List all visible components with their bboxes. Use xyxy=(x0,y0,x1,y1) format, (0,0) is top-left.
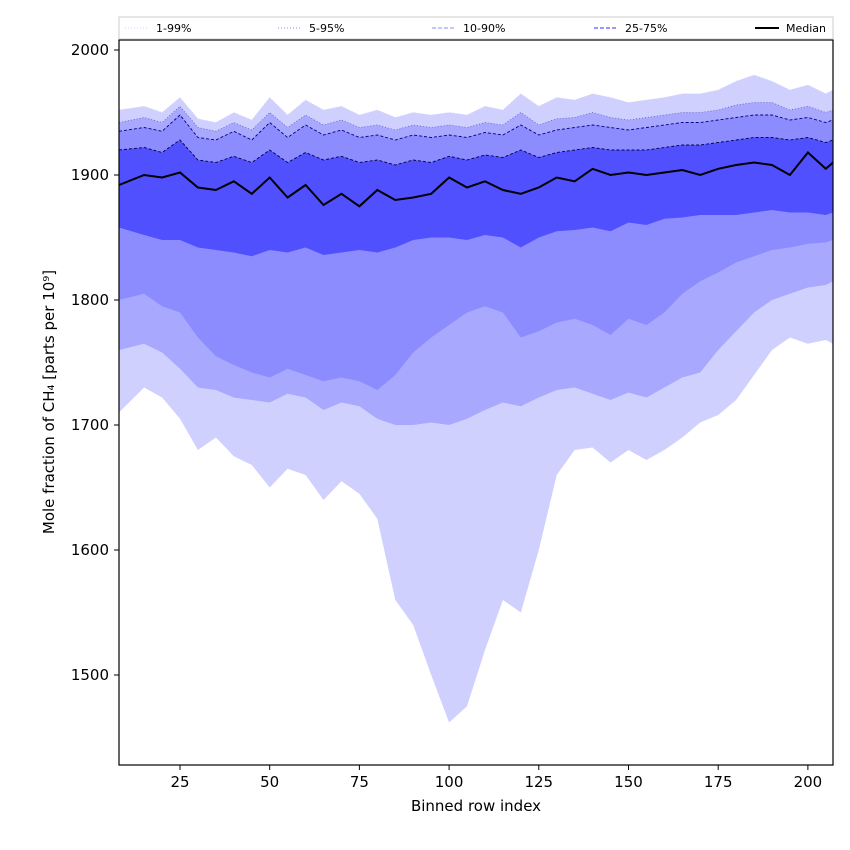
y-tick-label: 1500 xyxy=(71,666,109,684)
y-tick-label: 1900 xyxy=(71,166,109,184)
x-axis-label: Binned row index xyxy=(411,797,541,815)
band-edge-25-75% xyxy=(118,137,834,166)
band-edge-10-90% xyxy=(118,114,834,141)
band-25-75% xyxy=(119,137,833,257)
x-tick-label: 150 xyxy=(614,773,643,791)
x-tick-label: 50 xyxy=(260,773,279,791)
y-axis: 1500 1600 1700 1800 1900 2000 xyxy=(71,41,119,684)
plot-frame xyxy=(118,39,834,766)
median-layer xyxy=(118,151,834,208)
x-tick-label: 75 xyxy=(350,773,369,791)
legend-label: 25-75% xyxy=(625,22,667,35)
x-tick-label: 200 xyxy=(794,773,823,791)
band-edge-1-99% xyxy=(118,74,834,123)
x-axis: 25 50 75 100 125 150 175 200 xyxy=(170,765,822,791)
y-tick-label: 1800 xyxy=(71,291,109,309)
y-tick-label: 1600 xyxy=(71,541,109,559)
x-tick-label: 100 xyxy=(435,773,464,791)
legend-label: 10-90% xyxy=(463,22,505,35)
y-tick-label: 1700 xyxy=(71,416,109,434)
x-tick-label: 175 xyxy=(704,773,733,791)
band-edge-5-95% xyxy=(118,102,834,132)
percentile-bands xyxy=(118,74,834,723)
legend-label: Median xyxy=(786,22,826,35)
y-tick-label: 2000 xyxy=(71,41,109,59)
x-tick-label: 125 xyxy=(524,773,553,791)
legend-label: 1-99% xyxy=(156,22,191,35)
x-tick-label: 25 xyxy=(170,773,189,791)
median-line xyxy=(118,151,834,208)
y-axis-label: Mole fraction of CH₄ [parts per 10⁹] xyxy=(40,270,58,534)
legend: 1-99% 5-95% 10-90% 25-75% Median xyxy=(118,16,834,40)
legend-label: 5-95% xyxy=(309,22,344,35)
legend-box xyxy=(118,16,834,40)
